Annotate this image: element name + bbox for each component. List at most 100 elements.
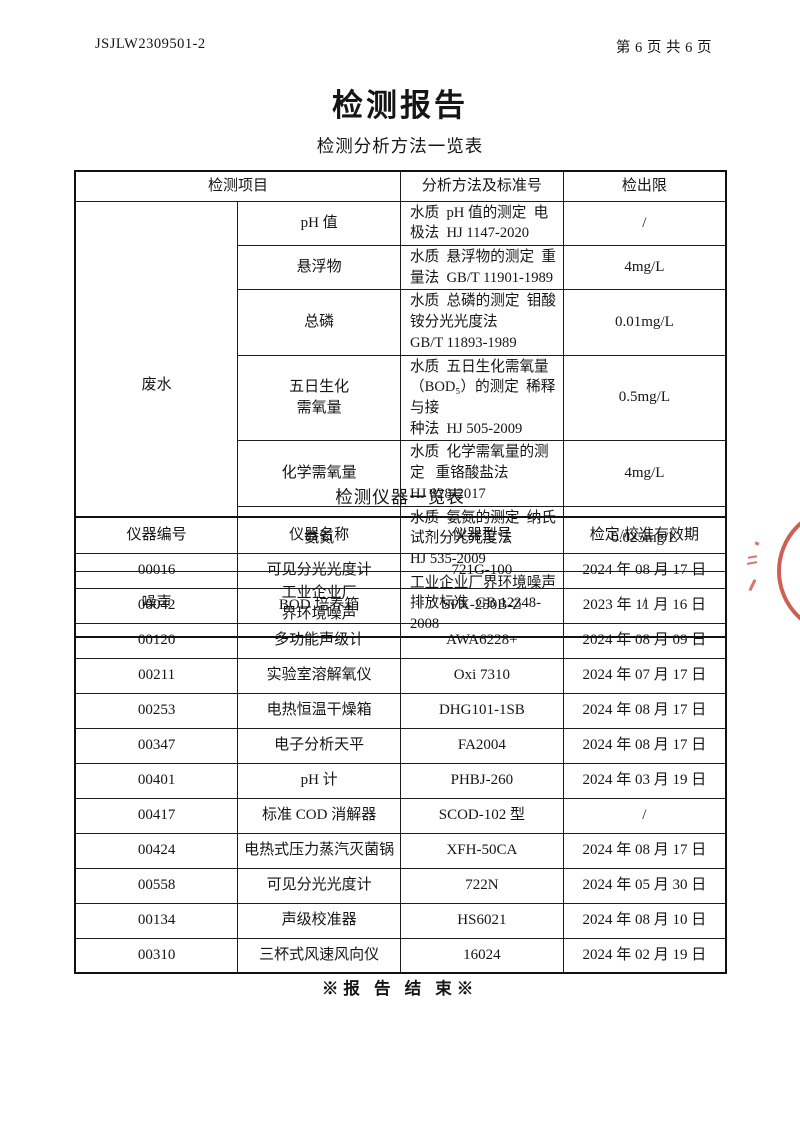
limit-cell: 4mg/L (562, 244, 727, 291)
instrument-id-cell: 00016 (74, 552, 239, 589)
method-cell: 水质 pH 值的测定 电极法 HJ 1147-2020 (400, 200, 564, 246)
instrument-id-cell: 00042 (74, 587, 239, 624)
instrument-name-cell: 电子分析天平 (237, 727, 401, 764)
red-seal-mark (746, 561, 758, 565)
instrument-model-cell: DHG101-1SB (400, 692, 564, 729)
instrument-id-cell: 00424 (74, 832, 239, 869)
method-cell: 水质 化学需氧量的测定 重铬酸盐法 HJ 828-2017 (400, 440, 564, 507)
instruments-table-row: 00253 电热恒温干燥箱 DHG101-1SB 2024 年 08 月 17 日 (74, 692, 727, 729)
methods-table-row: 化学需氧量 水质 化学需氧量的测定 重铬酸盐法 HJ 828-2017 4mg/L (75, 440, 727, 507)
instrument-validity-cell: 2024 年 08 月 17 日 (562, 832, 727, 869)
instrument-model-cell: AWA6228+ (400, 622, 564, 659)
red-seal-mark (748, 579, 757, 591)
instrument-name-cell: BOD 培养箱 (237, 587, 401, 624)
limit-cell: 0.01mg/L (562, 289, 727, 356)
instrument-id-cell: 00253 (74, 692, 239, 729)
limit-cell: / (562, 200, 727, 246)
methods-table-title: 检测分析方法一览表 (316, 136, 484, 156)
red-seal-stamp (777, 506, 800, 636)
sample-category-cell: 废水 (74, 200, 239, 572)
instrument-name-cell: 标准 COD 消解器 (237, 797, 401, 834)
instrument-model-cell: SPX-250B-Z (400, 587, 564, 624)
instruments-table: 仪器编号 仪器名称 仪器型号 检定/校准有效期 00016 可见分光光度计 721G-10… (74, 516, 727, 974)
method-cell: 水质 悬浮物的测定 重量法 GB/T 11901-1989 (400, 244, 564, 291)
instrument-model-cell: 722N (400, 867, 564, 904)
instrument-id-cell: 00211 (74, 657, 239, 694)
instruments-table-row: 00424 电热式压力蒸汽灭菌锅 XFH-50CA 2024 年 08 月 17 日 (74, 832, 727, 869)
methods-table-row: 五日生化 需氧量 水质 五日生化需氧量（BOD₅）的测定 稀释与接 种法 HJ 5… (75, 354, 727, 442)
instrument-validity-cell: 2024 年 08 月 17 日 (562, 692, 727, 729)
red-seal-mark (747, 555, 758, 559)
instrument-id-cell: 00401 (74, 762, 239, 799)
methods-col-header-limit: 检出限 (562, 170, 727, 202)
instruments-table-row: 00042 BOD 培养箱 SPX-250B-Z 2023 年 11 月 16 日 (74, 587, 727, 624)
instrument-name-cell: 声级校准器 (237, 902, 401, 939)
methods-table-row: 总磷 水质 总磷的测定 钼酸铵分光光度法 GB/T 11893-1989 0.01m… (75, 289, 727, 356)
instruments-table-row: 00134 声级校准器 HS6021 2024 年 08 月 10 日 (74, 902, 727, 939)
instrument-model-cell: HS6021 (400, 902, 564, 939)
limit-cell: 0.5mg/L (562, 354, 727, 442)
instruments-header-row: 仪器编号 仪器名称 仪器型号 检定/校准有效期 (74, 516, 727, 554)
instrument-name-cell: 三杯式风速风向仪 (237, 937, 401, 974)
instrument-id-cell: 00417 (74, 797, 239, 834)
instrument-name-cell: pH 计 (237, 762, 401, 799)
doc-number: JSJLW2309501-2 (95, 36, 206, 52)
instrument-name-cell: 多功能声级计 (237, 622, 401, 659)
instruments-table-row: 00558 可见分光光度计 722N 2024 年 05 月 30 日 (74, 867, 727, 904)
instruments-table-row: 00347 电子分析天平 FA2004 2024 年 08 月 17 日 (74, 727, 727, 764)
methods-table-row: 悬浮物 水质 悬浮物的测定 重量法 GB/T 11901-1989 4mg/L (75, 244, 727, 291)
instruments-table-title: 检测仪器一览表 (335, 487, 465, 507)
instrument-name-cell: 可见分光光度计 (237, 867, 401, 904)
instruments-table-row: 00417 标准 COD 消解器 SCOD-102 型 / (74, 797, 727, 834)
methods-col-header-method: 分析方法及标准号 (400, 170, 564, 202)
instrument-name-cell: 可见分光光度计 (237, 552, 401, 589)
instrument-model-cell: SCOD-102 型 (400, 797, 564, 834)
instrument-model-cell: 16024 (400, 937, 564, 974)
instrument-id-cell: 00347 (74, 727, 239, 764)
report-end-note: ※报 告 结 束※ (321, 979, 479, 998)
methods-table-row: 废水 pH 值水质 pH 值的测定 电极法 HJ 1147-2020/ (74, 200, 727, 572)
instrument-name-cell: 电热式压力蒸汽灭菌锅 (237, 832, 401, 869)
red-seal-mark (754, 541, 760, 546)
instruments-table-row: 00016 可见分光光度计 721G-100 2024 年 08 月 17 日 (74, 552, 727, 589)
instrument-validity-cell: 2024 年 08 月 17 日 (562, 727, 727, 764)
instrument-validity-cell: 2024 年 02 月 19 日 (562, 937, 727, 974)
instrument-validity-cell: 2024 年 08 月 17 日 (562, 552, 727, 589)
limit-cell: 4mg/L (562, 440, 727, 507)
item-cell: pH 值 (237, 200, 401, 246)
instruments-table-row: 00211 实验室溶解氧仪 Oxi 7310 2024 年 07 月 17 日 (74, 657, 727, 694)
instrument-id-cell: 00134 (74, 902, 239, 939)
method-cell: 水质 五日生化需氧量（BOD₅）的测定 稀释与接 种法 HJ 505-2009 (400, 354, 564, 442)
instruments-table-row: 00401 pH 计 PHBJ-260 2024 年 03 月 19 日 (74, 762, 727, 799)
instrument-model-cell: Oxi 7310 (400, 657, 564, 694)
instrument-validity-cell: / (562, 797, 727, 834)
report-title: 检测报告 (332, 88, 468, 123)
instruments-table-row: 00310 三杯式风速风向仪 16024 2024 年 02 月 19 日 (74, 937, 727, 974)
item-cell: 五日生化 需氧量 (237, 354, 401, 442)
instrument-validity-cell: 2024 年 05 月 30 日 (562, 867, 727, 904)
instrument-validity-cell: 2023 年 11 月 16 日 (562, 587, 727, 624)
instrument-validity-cell: 2024 年 07 月 17 日 (562, 657, 727, 694)
method-cell: 水质 总磷的测定 钼酸铵分光光度法 GB/T 11893-1989 (400, 289, 564, 356)
instruments-col-header: 仪器型号 (400, 516, 564, 554)
instrument-model-cell: 721G-100 (400, 552, 564, 589)
instrument-id-cell: 00120 (74, 622, 239, 659)
instruments-col-header: 仪器名称 (237, 516, 401, 554)
instrument-model-cell: XFH-50CA (400, 832, 564, 869)
instruments-col-header: 仪器编号 (74, 516, 239, 554)
instrument-model-cell: FA2004 (400, 727, 564, 764)
instrument-validity-cell: 2024 年 08 月 10 日 (562, 902, 727, 939)
instrument-validity-cell: 2024 年 03 月 19 日 (562, 762, 727, 799)
page-header: JSJLW2309501-2 第 6 页 共 6 页 (95, 36, 712, 57)
instrument-model-cell: PHBJ-260 (400, 762, 564, 799)
instrument-name-cell: 实验室溶解氧仪 (237, 657, 401, 694)
item-cell: 总磷 (237, 289, 401, 356)
instrument-validity-cell: 2024 年 08 月 09 日 (562, 622, 727, 659)
item-cell: 悬浮物 (237, 244, 401, 291)
instruments-table-row: 00120 多功能声级计 AWA6228+ 2024 年 08 月 09 日 (74, 622, 727, 659)
instrument-id-cell: 00558 (74, 867, 239, 904)
instruments-col-header: 检定/校准有效期 (562, 516, 727, 554)
page-indicator: 第 6 页 共 6 页 (615, 40, 712, 56)
methods-col-header-item: 检测项目 (74, 170, 401, 202)
